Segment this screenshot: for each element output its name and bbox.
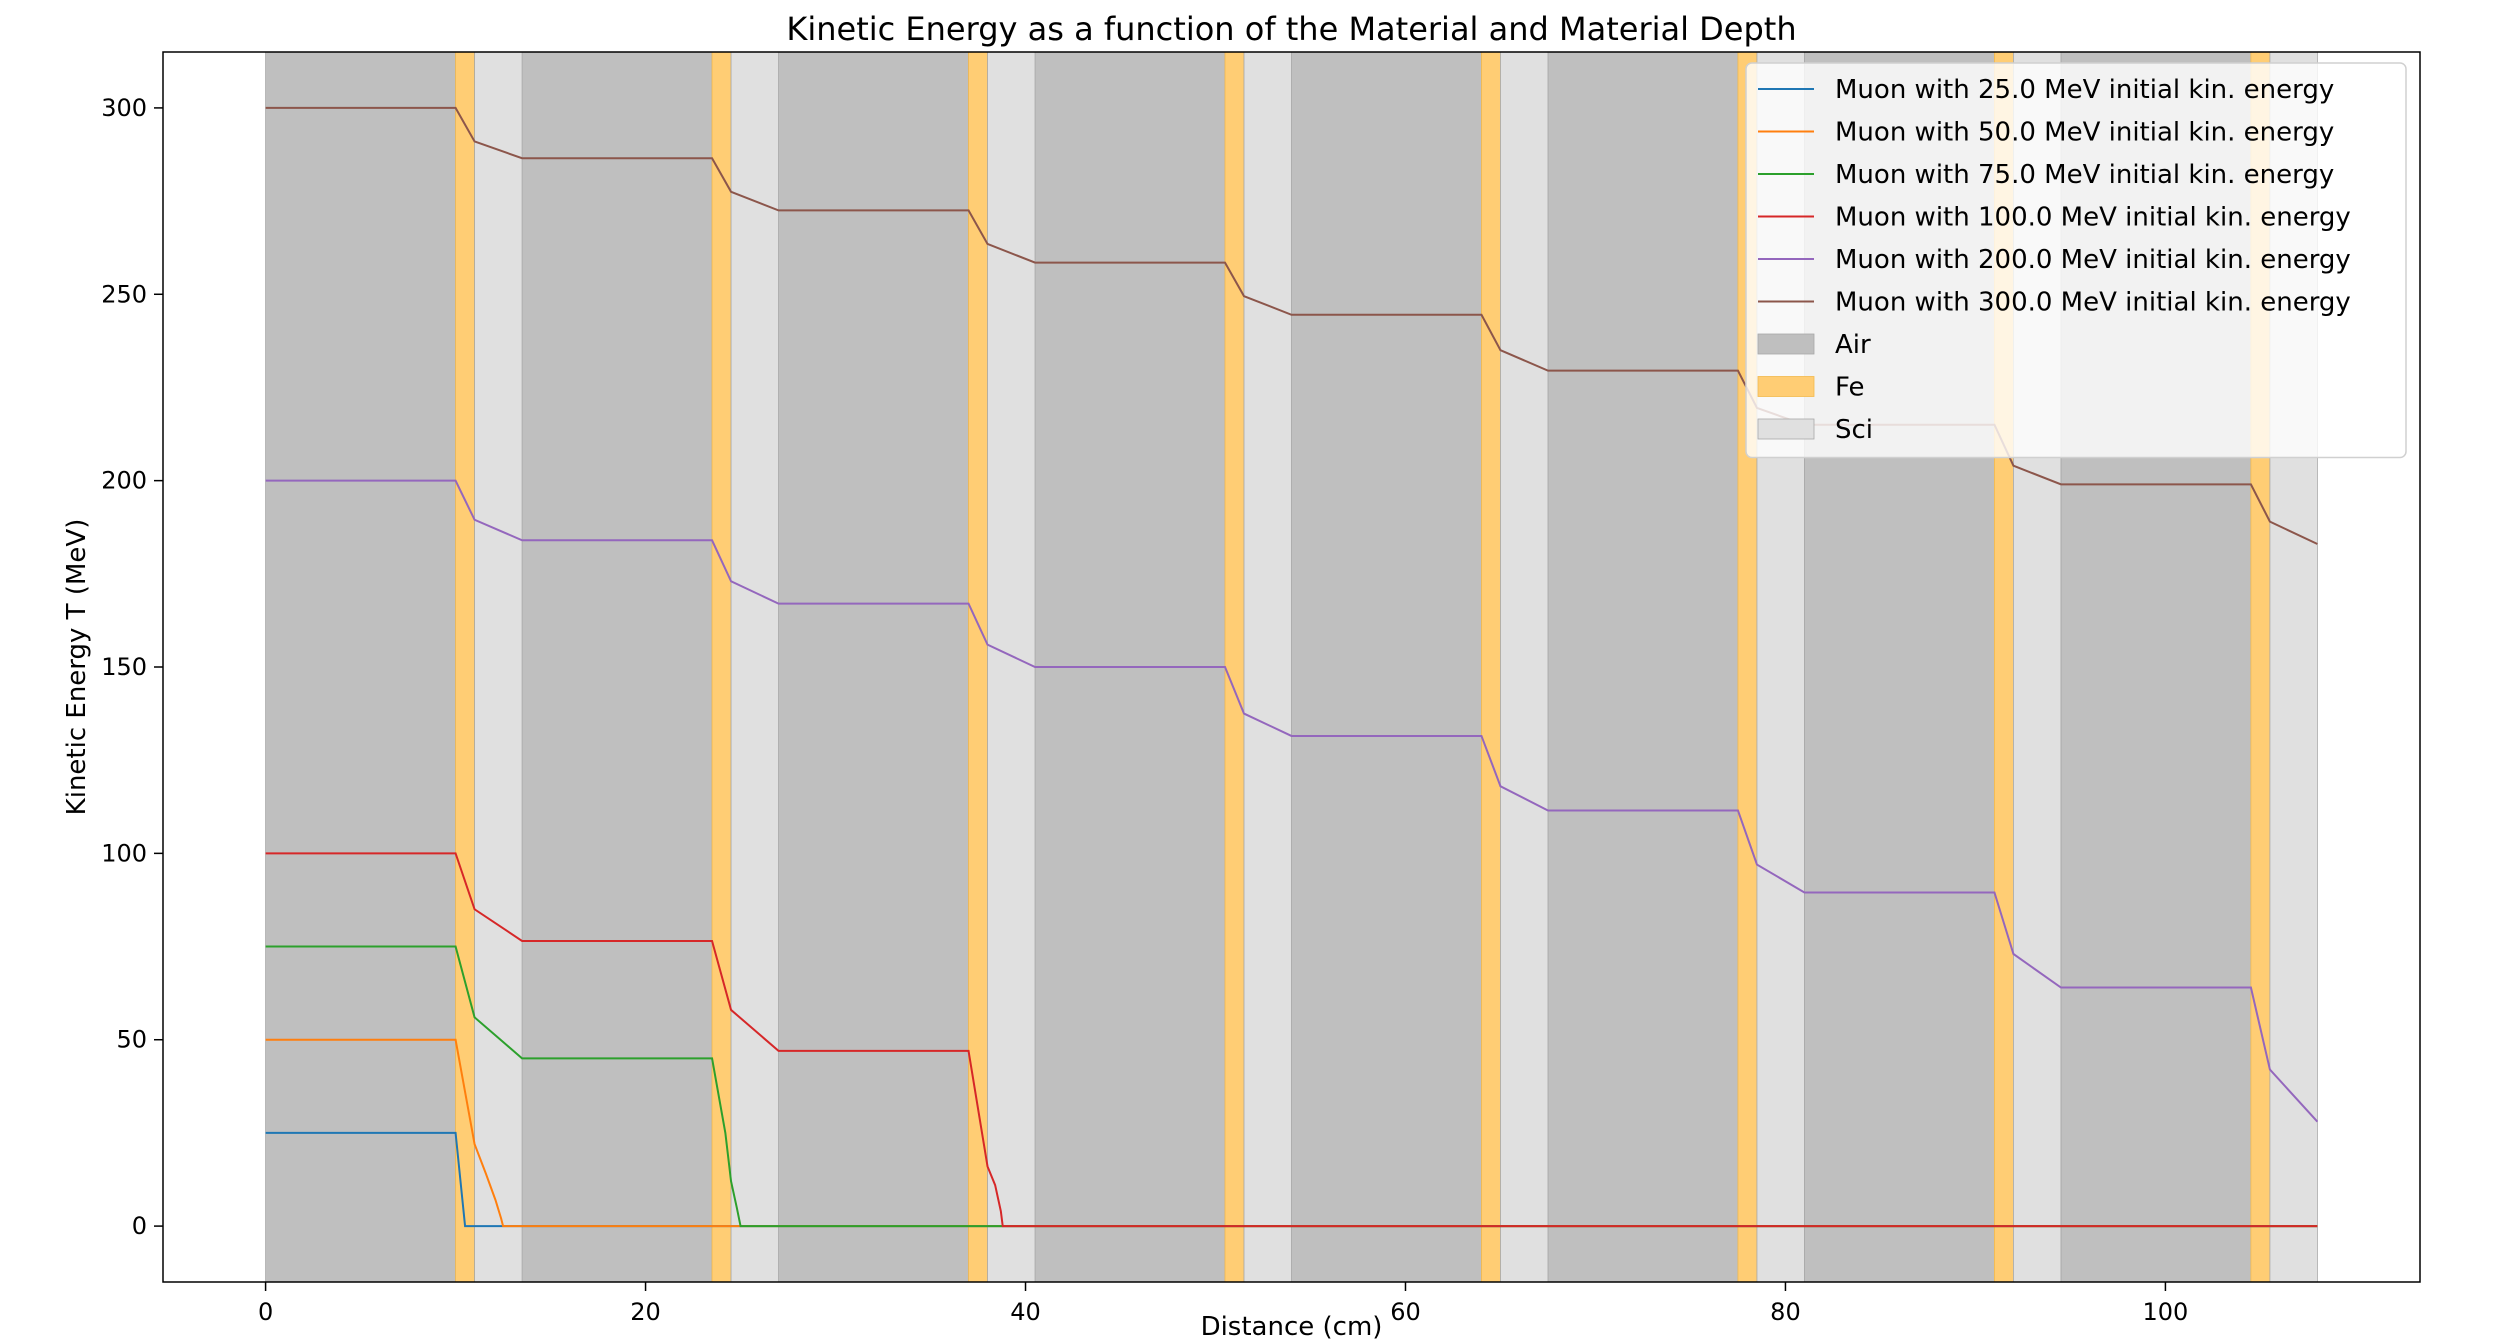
region-air-2	[778, 51, 969, 1283]
legend-entry-1: Muon with 50.0 MeV initial kin. energy	[1835, 118, 2334, 148]
region-fe-3	[1224, 51, 1245, 1283]
region-air-4	[1291, 51, 1482, 1283]
x-tick-label-3: 60	[1390, 1298, 1421, 1326]
legend: Muon with 25.0 MeV initial kin. energy Mu…	[1745, 62, 2407, 459]
y-axis-ticks: 0 50 100 150 200 250 300	[101, 94, 163, 1240]
x-tick-label-4: 80	[1770, 1298, 1801, 1326]
legend-entry-0: Muon with 25.0 MeV initial kin. energy	[1835, 75, 2334, 105]
region-air-0	[265, 51, 456, 1283]
region-air-1	[521, 51, 713, 1283]
y-tick-label-5: 250	[101, 280, 147, 308]
x-tick-label-2: 40	[1010, 1298, 1041, 1326]
legend-entry-3: Muon with 100.0 MeV initial kin. energy	[1835, 203, 2351, 233]
region-sci-3	[1243, 51, 1292, 1283]
y-tick-label-4: 200	[101, 467, 147, 495]
x-axis-ticks: 0 20 40 60 80 100	[258, 1282, 2188, 1326]
x-tick-label-5: 100	[2143, 1298, 2189, 1326]
legend-region-swatch-0	[1757, 333, 1815, 355]
y-tick-label-6: 300	[101, 94, 147, 122]
legend-region-entry-1: Fe	[1835, 373, 1865, 403]
region-fe-4	[1481, 51, 1501, 1283]
region-sci-1	[730, 51, 779, 1283]
y-axis-label: Kinetic Energy T (MeV)	[62, 519, 92, 816]
x-tick-label-1: 20	[630, 1298, 661, 1326]
legend-region-entry-0: Air	[1835, 330, 1871, 360]
x-axis-label: Distance (cm)	[1201, 1312, 1383, 1342]
region-air-5	[1547, 51, 1739, 1283]
series-line-1	[265, 1038, 2318, 1228]
y-tick-label-0: 0	[132, 1212, 147, 1240]
legend-entry-2: Muon with 75.0 MeV initial kin. energy	[1835, 160, 2334, 190]
legend-region-entry-2: Sci	[1835, 415, 1873, 445]
legend-entry-5: Muon with 300.0 MeV initial kin. energy	[1835, 288, 2351, 318]
region-sci-4	[1500, 51, 1549, 1283]
series-line-4	[265, 479, 2319, 1123]
legend-entry-4: Muon with 200.0 MeV initial kin. energy	[1835, 245, 2351, 275]
series-line-5	[265, 106, 2318, 545]
region-fe-1	[711, 51, 732, 1283]
region-sci-0	[474, 51, 523, 1283]
y-tick-label-1: 50	[116, 1026, 147, 1054]
legend-region-swatch-2	[1757, 418, 1815, 440]
legend-region-swatch-1	[1757, 376, 1815, 397]
region-sci-2	[987, 51, 1036, 1283]
series-line-3	[265, 852, 2318, 1228]
region-fe-2	[968, 51, 988, 1283]
y-tick-label-3: 150	[101, 653, 147, 681]
chart-title: Kinetic Energy as a function of the Mate…	[786, 10, 1796, 48]
series-lines	[265, 106, 2319, 1228]
x-tick-label-0: 0	[258, 1298, 273, 1326]
legend-box	[1745, 62, 2407, 459]
y-tick-label-2: 100	[101, 839, 147, 867]
series-line-2	[265, 945, 2318, 1228]
